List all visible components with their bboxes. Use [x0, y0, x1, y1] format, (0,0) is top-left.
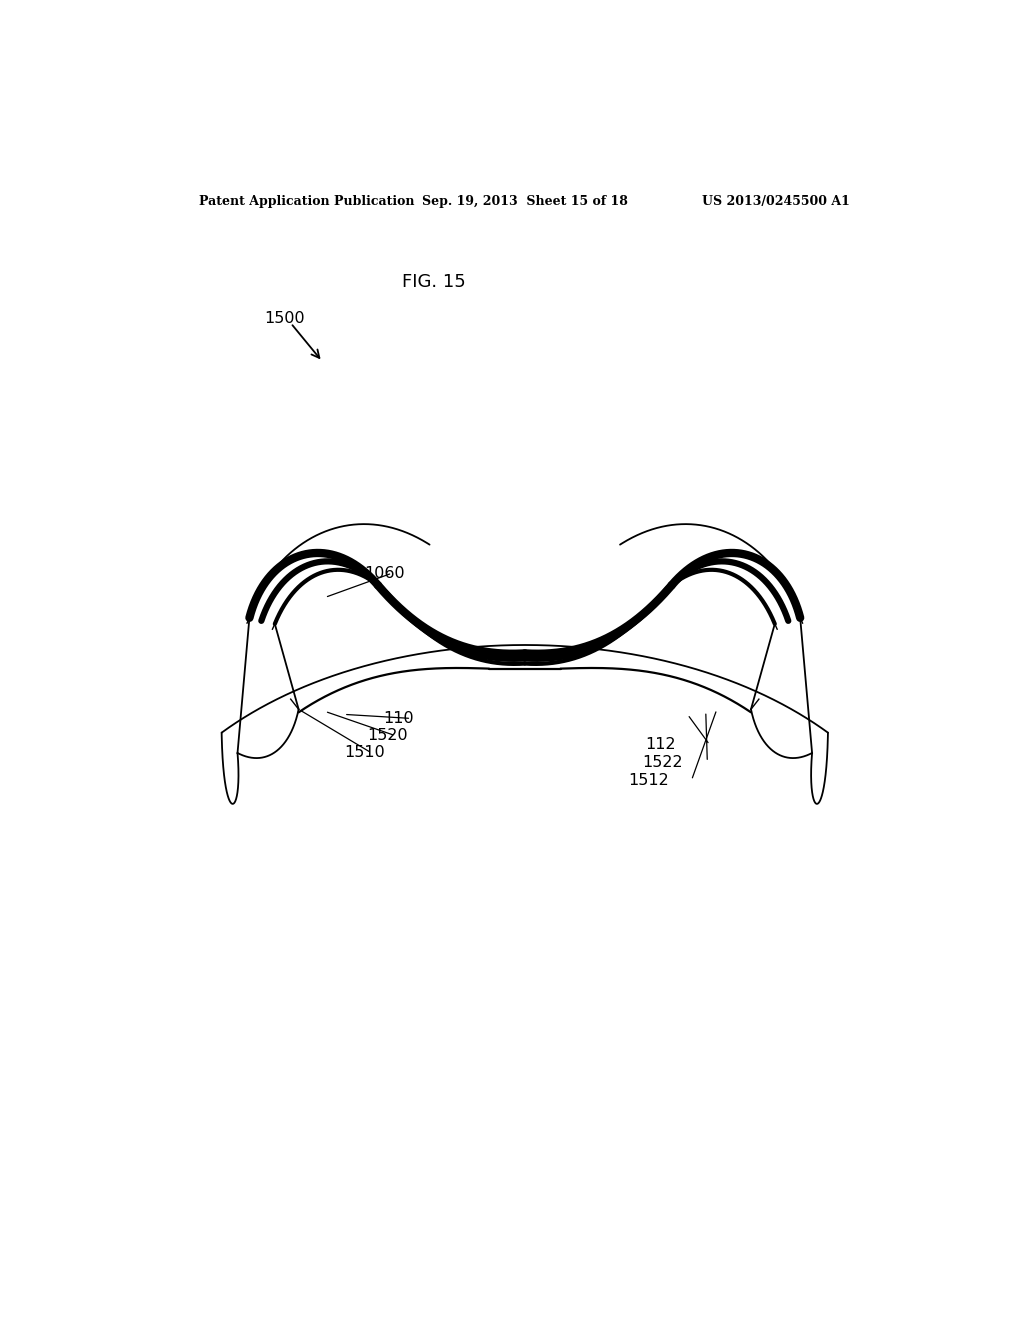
Text: 112: 112 [645, 738, 676, 752]
Text: US 2013/0245500 A1: US 2013/0245500 A1 [702, 194, 850, 207]
Text: Sep. 19, 2013  Sheet 15 of 18: Sep. 19, 2013 Sheet 15 of 18 [422, 194, 628, 207]
Text: FIG. 15: FIG. 15 [401, 273, 466, 292]
Text: 1060: 1060 [365, 565, 406, 581]
Text: 1500: 1500 [264, 312, 305, 326]
Text: 1522: 1522 [642, 755, 683, 770]
Text: Patent Application Publication: Patent Application Publication [200, 194, 415, 207]
Text: 1520: 1520 [368, 729, 409, 743]
Text: 110: 110 [384, 711, 414, 726]
Text: 1512: 1512 [628, 774, 669, 788]
Text: 1510: 1510 [344, 746, 385, 760]
